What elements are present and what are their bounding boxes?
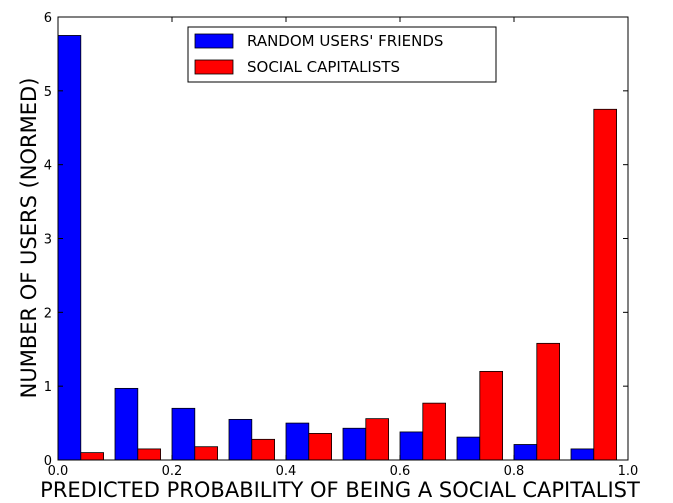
x-tick-label: 0.4 bbox=[276, 464, 297, 479]
bar-series-1-bin-4 bbox=[308, 433, 332, 461]
x-tick-label: 0.8 bbox=[504, 464, 525, 479]
bar-series-1-bin-3 bbox=[251, 438, 276, 461]
x-tick-label: 0.2 bbox=[162, 464, 183, 479]
bar-series-0-bin-0 bbox=[57, 35, 82, 461]
bar-series-1-bin-7 bbox=[479, 370, 503, 461]
bar-series-0-bin-3 bbox=[228, 418, 253, 461]
y-tick-label: 2 bbox=[44, 306, 52, 321]
legend-box bbox=[187, 26, 497, 83]
bar-series-0-bin-8 bbox=[513, 444, 538, 461]
y-tick-label: 4 bbox=[44, 159, 52, 174]
bar-series-1-bin-0 bbox=[80, 452, 105, 461]
x-tick-label: 0.6 bbox=[390, 464, 411, 479]
x-tick-label: 1.0 bbox=[618, 464, 639, 479]
y-tick-label: 0 bbox=[44, 454, 52, 469]
bar-series-0-bin-9 bbox=[570, 448, 595, 461]
bar-series-1-bin-1 bbox=[137, 448, 162, 461]
y-tick-label: 1 bbox=[44, 380, 52, 395]
legend-swatch-social-capitalists bbox=[194, 59, 234, 75]
bar-series-0-bin-5 bbox=[342, 427, 367, 461]
legend: RANDOM USERS' FRIENDS SOCIAL CAPITALISTS bbox=[187, 26, 497, 83]
bar-series-1-bin-8 bbox=[536, 342, 560, 461]
ticks-group: 0.0 0.2 0.4 0.6 0.8 1.0 0 1 2 3 4 5 6 bbox=[44, 11, 639, 479]
bar-series-0-bin-2 bbox=[171, 407, 196, 461]
bar-series-1-bin-2 bbox=[194, 446, 219, 461]
bar-series-0-bin-7 bbox=[456, 436, 481, 461]
x-axis-label: PREDICTED PROBABILITY OF BEING A SOCIAL … bbox=[40, 478, 640, 502]
legend-label-random-users-friends: RANDOM USERS' FRIENDS bbox=[247, 32, 443, 50]
y-tick-label: 5 bbox=[44, 85, 52, 100]
bar-series-1-bin-6 bbox=[422, 402, 446, 461]
bar-series-1-bin-9 bbox=[593, 108, 617, 461]
y-tick-label: 6 bbox=[44, 11, 52, 26]
y-tick-label: 3 bbox=[44, 233, 52, 248]
bar-series-1-bin-5 bbox=[365, 418, 389, 461]
legend-label-social-capitalists: SOCIAL CAPITALISTS bbox=[247, 58, 400, 76]
x-tick-label: 0.0 bbox=[48, 464, 69, 479]
bars-group bbox=[57, 35, 617, 461]
bar-series-0-bin-6 bbox=[399, 431, 424, 461]
bar-series-0-bin-4 bbox=[285, 422, 310, 461]
legend-swatch-random-users-friends bbox=[194, 33, 234, 49]
bar-series-0-bin-1 bbox=[114, 387, 139, 461]
y-axis-label: NUMBER OF USERS (NORMED) bbox=[17, 78, 41, 399]
